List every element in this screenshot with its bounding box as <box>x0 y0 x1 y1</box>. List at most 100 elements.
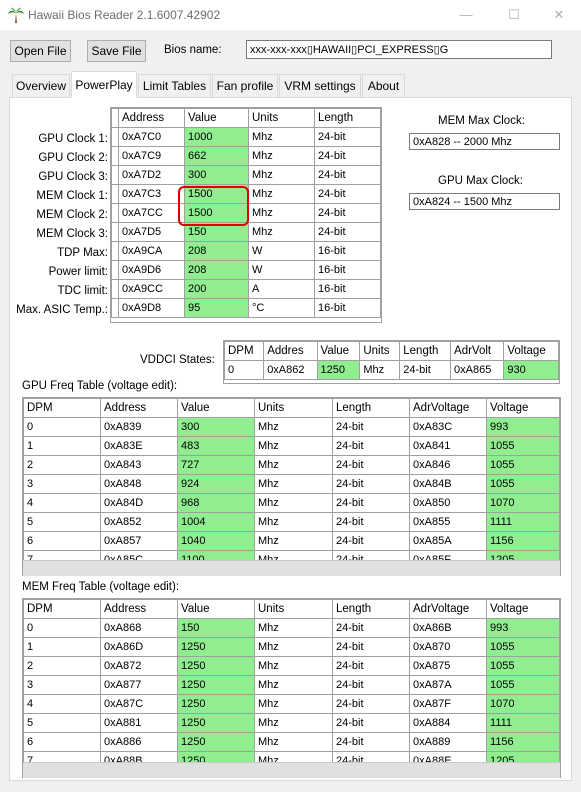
table-cell[interactable]: 0xA886 <box>100 732 178 752</box>
table-cell[interactable]: 24-bit <box>332 493 411 513</box>
vddci-grid[interactable]: DPM Addres Value Units Length AdrVolt Voltage … <box>223 340 560 384</box>
cell-length[interactable]: 24-bit <box>314 165 381 185</box>
row-header-cell[interactable] <box>111 222 119 242</box>
table-cell[interactable]: 24-bit <box>332 531 411 551</box>
vddci-cell[interactable]: 930 <box>503 360 559 380</box>
powerplay-grid[interactable]: Address Value Units Length 0xA7C0 1000 Mhz… <box>110 107 382 323</box>
table-cell[interactable]: 24-bit <box>332 618 411 638</box>
table-cell[interactable]: 1156 <box>486 732 560 752</box>
cell-value[interactable]: 662 <box>184 146 249 166</box>
table-row[interactable]: 0 0xA868 150 Mhz 24-bit 0xA86B 993 <box>23 618 560 638</box>
table-cell[interactable]: 0xA872 <box>100 656 178 676</box>
table-cell[interactable]: 0xA875 <box>409 656 488 676</box>
gpu-max-clock-field[interactable]: 0xA824 -- 1500 Mhz <box>409 193 560 210</box>
table-cell[interactable]: 1250 <box>177 713 255 733</box>
vddci-cell[interactable]: Mhz <box>359 360 401 380</box>
table-cell[interactable]: 1250 <box>177 694 255 714</box>
row-header-cell[interactable] <box>111 165 119 185</box>
table-cell[interactable]: Mhz <box>253 531 334 551</box>
table-cell[interactable]: 1055 <box>486 436 560 456</box>
tab-powerplay[interactable]: PowerPlay <box>71 71 137 98</box>
table-cell[interactable]: 0xA85A <box>409 531 488 551</box>
table-row[interactable]: 5 0xA852 1004 Mhz 24-bit 0xA855 1111 <box>23 512 560 532</box>
table-cell[interactable]: 1055 <box>486 656 560 676</box>
powerplay-row[interactable]: 0xA7D2 300 Mhz 24-bit <box>111 165 381 185</box>
gpu-freq-grid[interactable]: DPM Address Value Units Length AdrVoltage Volt… <box>22 397 561 576</box>
vddci-cell[interactable]: 0xA862 <box>263 360 318 380</box>
vddci-cell[interactable]: 24-bit <box>399 360 452 380</box>
table-cell[interactable]: 1055 <box>486 637 560 657</box>
table-cell[interactable]: 1055 <box>486 675 560 695</box>
table-cell[interactable]: Mhz <box>253 455 334 475</box>
table-cell[interactable]: 6 <box>23 732 101 752</box>
cell-address[interactable]: 0xA9D6 <box>118 260 185 280</box>
table-cell[interactable]: 0xA881 <box>100 713 178 733</box>
table-cell[interactable]: 1004 <box>177 512 255 532</box>
table-cell[interactable]: 24-bit <box>332 637 411 657</box>
table-cell[interactable]: 0xA84D <box>100 493 178 513</box>
table-cell[interactable]: 0xA884 <box>409 713 488 733</box>
cell-length[interactable]: 16-bit <box>314 260 381 280</box>
table-cell[interactable]: Mhz <box>253 656 334 676</box>
table-row[interactable]: 4 0xA87C 1250 Mhz 24-bit 0xA87F 1070 <box>23 694 560 714</box>
table-cell[interactable]: 3 <box>23 675 101 695</box>
table-row[interactable]: 2 0xA843 727 Mhz 24-bit 0xA846 1055 <box>23 455 560 475</box>
table-row[interactable]: 4 0xA84D 968 Mhz 24-bit 0xA850 1070 <box>23 493 560 513</box>
table-cell[interactable]: 1250 <box>177 656 255 676</box>
cell-value[interactable]: 150 <box>184 222 249 242</box>
cell-address[interactable]: 0xA7C0 <box>118 127 185 147</box>
close-icon[interactable]: ✕ <box>553 7 565 22</box>
table-cell[interactable]: 0xA846 <box>409 455 488 475</box>
table-row[interactable]: 6 0xA886 1250 Mhz 24-bit 0xA889 1156 <box>23 732 560 752</box>
table-cell[interactable]: Mhz <box>253 713 334 733</box>
table-cell[interactable]: 0xA839 <box>100 417 178 437</box>
table-cell[interactable]: 24-bit <box>332 417 411 437</box>
table-cell[interactable]: 2 <box>23 455 101 475</box>
cell-units[interactable]: Mhz <box>248 165 315 185</box>
table-cell[interactable]: 150 <box>177 618 255 638</box>
mem-max-clock-field[interactable]: 0xA828 -- 2000 Mhz <box>409 133 560 150</box>
table-cell[interactable]: Mhz <box>253 637 334 657</box>
tab-limit-tables[interactable]: Limit Tables <box>138 74 211 97</box>
table-cell[interactable]: Mhz <box>253 732 334 752</box>
powerplay-row[interactable]: 0xA7D5 150 Mhz 24-bit <box>111 222 381 242</box>
table-cell[interactable]: 1040 <box>177 531 255 551</box>
row-header-cell[interactable] <box>111 184 119 204</box>
table-cell[interactable]: 6 <box>23 531 101 551</box>
cell-length[interactable]: 16-bit <box>314 279 381 299</box>
tab-overview[interactable]: Overview <box>12 74 70 97</box>
table-row[interactable]: 3 0xA877 1250 Mhz 24-bit 0xA87A 1055 <box>23 675 560 695</box>
table-cell[interactable]: 483 <box>177 436 255 456</box>
table-cell[interactable]: 2 <box>23 656 101 676</box>
table-cell[interactable]: 24-bit <box>332 455 411 475</box>
cell-address[interactable]: 0xA9CC <box>118 279 185 299</box>
table-cell[interactable]: 24-bit <box>332 713 411 733</box>
row-header-cell[interactable] <box>111 241 119 261</box>
table-cell[interactable]: 24-bit <box>332 474 411 494</box>
table-cell[interactable]: Mhz <box>253 512 334 532</box>
cell-length[interactable]: 24-bit <box>314 203 381 223</box>
row-header-cell[interactable] <box>111 298 119 318</box>
powerplay-row[interactable]: 0xA9CC 200 A 16-bit <box>111 279 381 299</box>
table-row[interactable]: 0 0xA839 300 Mhz 24-bit 0xA83C 993 <box>23 417 560 437</box>
cell-length[interactable]: 16-bit <box>314 298 381 318</box>
cell-length[interactable]: 24-bit <box>314 127 381 147</box>
cell-address[interactable]: 0xA7C3 <box>118 184 185 204</box>
cell-address[interactable]: 0xA9D8 <box>118 298 185 318</box>
cell-units[interactable]: Mhz <box>248 127 315 147</box>
table-row[interactable]: 1 0xA86D 1250 Mhz 24-bit 0xA870 1055 <box>23 637 560 657</box>
table-cell[interactable]: 0xA86B <box>409 618 488 638</box>
cell-value[interactable]: 300 <box>184 165 249 185</box>
table-cell[interactable]: 1156 <box>486 531 560 551</box>
row-header-cell[interactable] <box>111 260 119 280</box>
cell-units[interactable]: A <box>248 279 315 299</box>
cell-units[interactable]: Mhz <box>248 222 315 242</box>
cell-units[interactable]: W <box>248 241 315 261</box>
table-cell[interactable]: 5 <box>23 713 101 733</box>
table-cell[interactable]: 0xA877 <box>100 675 178 695</box>
table-cell[interactable]: 924 <box>177 474 255 494</box>
table-cell[interactable]: 1250 <box>177 732 255 752</box>
table-row[interactable]: 1 0xA83E 483 Mhz 24-bit 0xA841 1055 <box>23 436 560 456</box>
cell-length[interactable]: 16-bit <box>314 241 381 261</box>
cell-length[interactable]: 24-bit <box>314 146 381 166</box>
